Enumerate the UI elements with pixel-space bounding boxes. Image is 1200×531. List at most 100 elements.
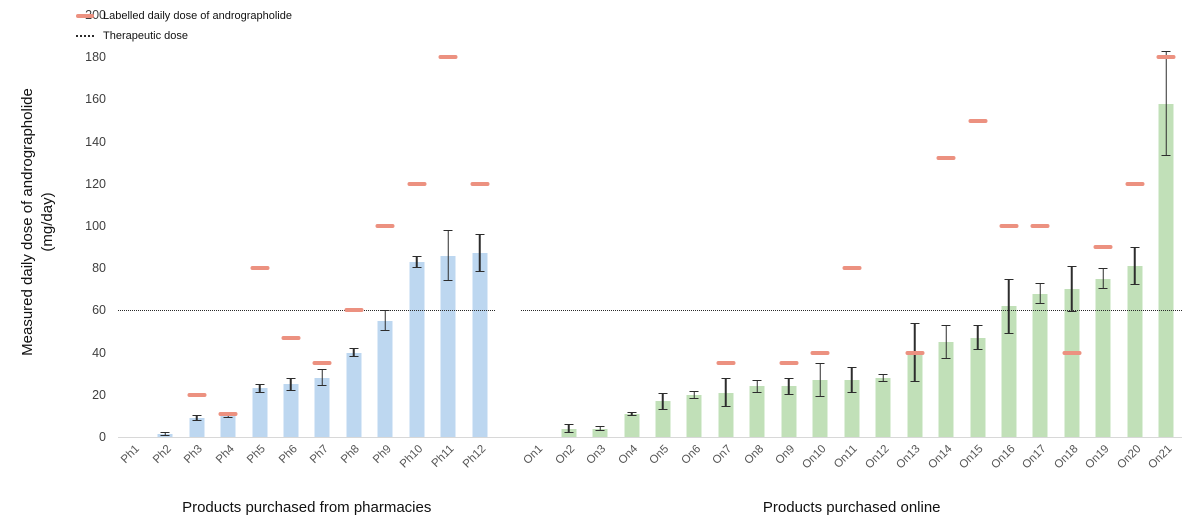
bar-slot-Ph9: Ph9 <box>370 15 401 466</box>
error-bar <box>815 363 825 397</box>
labelled-dose-dash <box>281 335 301 340</box>
bar-slot-Ph1: Ph1 <box>118 15 149 466</box>
bar-group-pharmacy: Ph1 Ph2 Ph3 Ph4 Ph5 Ph6 Ph7 Ph8 Ph9 Ph10 Ph11 Ph12 <box>118 15 496 470</box>
labelled-dose-dash <box>1030 224 1050 228</box>
bar-slot-On18: On18 <box>1052 15 1087 471</box>
bar <box>220 415 236 437</box>
bar <box>1032 293 1048 437</box>
error-bar <box>286 377 296 391</box>
error-bar <box>752 380 762 393</box>
labelled-dose-dash <box>968 118 988 123</box>
bar-slot-On7: On7 <box>710 15 741 467</box>
bar-slot-On3: On3 <box>584 15 615 467</box>
bar <box>592 428 608 437</box>
bar <box>938 342 954 437</box>
bar-slot-Ph5: Ph5 <box>244 15 275 466</box>
x-tick-label: On17 <box>1020 443 1049 472</box>
bar-slot-On14: On14 <box>926 15 961 471</box>
y-tick-label: 200 <box>85 8 106 22</box>
labelled-dose-dash <box>905 350 925 355</box>
bar <box>624 413 640 437</box>
labelled-dose-dash-swatch <box>76 14 94 18</box>
bar <box>346 352 362 437</box>
x-tick-label: On16 <box>989 443 1018 472</box>
labelled-dose-dash <box>312 361 332 366</box>
labelled-dose-dash <box>1156 55 1176 60</box>
error-bar <box>721 377 731 408</box>
error-bar <box>160 431 170 436</box>
x-axis-titles: Products purchased from pharmacies Produ… <box>118 499 1182 516</box>
error-bar <box>627 411 637 416</box>
error-bar <box>1035 282 1045 305</box>
bar-slot-On4: On4 <box>616 15 647 467</box>
bar-slot-On17: On17 <box>1021 15 1056 471</box>
x-tick-label: Ph1 <box>119 443 143 466</box>
bar-slot-Ph3: Ph3 <box>181 15 212 466</box>
error-bar <box>941 325 951 359</box>
bar-slot-Ph6: Ph6 <box>275 15 306 466</box>
bar-slot-On21: On21 <box>1146 15 1182 471</box>
error-bar <box>1130 247 1140 286</box>
labelled-dose-dash <box>1093 245 1113 250</box>
bar-slot-Ph4: Ph4 <box>212 15 243 466</box>
error-bar <box>317 369 327 387</box>
bar <box>189 418 205 437</box>
x-tick-label: On20 <box>1114 443 1144 472</box>
x-tick-label: On19 <box>1083 443 1112 472</box>
bar <box>686 394 702 437</box>
x-tick-label: Ph5 <box>245 443 269 466</box>
labelled-dose-dash <box>187 392 207 397</box>
x-tick-label: Ph7 <box>307 443 331 466</box>
labelled-dose-dash <box>407 181 427 186</box>
labelled-dose-dash <box>470 181 490 186</box>
x-tick-label: On18 <box>1051 443 1081 472</box>
y-tick-label: 120 <box>85 176 106 191</box>
bar-slot-On16: On16 <box>989 15 1024 471</box>
bar-slot-On12: On12 <box>863 15 898 471</box>
y-tick-label: 80 <box>92 261 106 276</box>
error-bar <box>689 390 699 400</box>
y-tick-label: 160 <box>85 92 106 107</box>
bar <box>377 320 393 437</box>
x-tick-label: On2 <box>553 443 578 467</box>
bar <box>655 401 671 437</box>
x-tick-label: Ph9 <box>370 443 394 466</box>
labelled-dose-dash <box>810 350 830 355</box>
bar-slot-On15: On15 <box>958 15 993 471</box>
error-bar <box>1098 268 1108 290</box>
x-tick-label: On3 <box>584 443 609 467</box>
x-tick-label: On11 <box>832 443 861 471</box>
bar <box>283 384 299 437</box>
bar <box>409 261 425 437</box>
x-tick-label: On4 <box>616 443 641 467</box>
bar-group-online: On1 On2 On3 On4 On5 On6 On7 On8 On9 On10 On11 On12 O… <box>521 15 1182 471</box>
labelled-dose-dash <box>218 411 238 416</box>
x-tick-label: Ph8 <box>339 443 363 466</box>
x-tick-label: Ph6 <box>276 443 300 466</box>
error-bar <box>475 234 485 273</box>
error-bar <box>412 255 422 269</box>
therapeutic-dose-line <box>521 310 1182 312</box>
x-tick-label: On15 <box>957 443 987 472</box>
bar <box>252 388 268 437</box>
bar <box>1001 306 1017 437</box>
bar <box>781 386 797 437</box>
error-bar <box>255 384 265 393</box>
therapeutic-dose-line <box>118 310 496 312</box>
bar-slot-On5: On5 <box>647 15 678 467</box>
x-tick-label: On21 <box>1146 443 1175 472</box>
error-bar <box>564 424 574 433</box>
x-tick-label: Ph3 <box>182 443 206 466</box>
bar <box>440 255 456 437</box>
error-bar <box>349 348 359 357</box>
error-bar <box>784 377 794 395</box>
plot-area: Ph1 Ph2 Ph3 Ph4 Ph5 Ph6 Ph7 Ph8 Ph9 Ph10 Ph11 Ph12 … <box>118 15 1182 471</box>
bar-slot-On20: On20 <box>1115 15 1150 471</box>
legend-item-therapeutic-dose: Therapeutic dose <box>76 30 292 42</box>
labelled-dose-dash <box>344 308 364 313</box>
labelled-dose-dash <box>1062 350 1082 355</box>
bar-slot-Ph10: Ph10 <box>398 15 432 470</box>
bar <box>1095 278 1111 437</box>
bar-slot-Ph12: Ph12 <box>461 15 495 470</box>
